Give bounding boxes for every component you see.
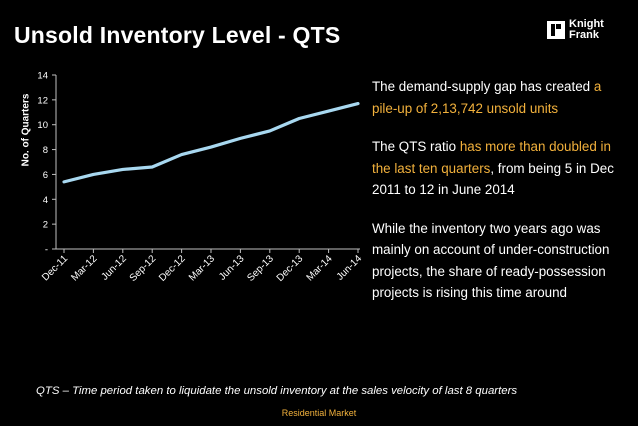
y-tick-label: - [45, 245, 48, 256]
commentary-paragraph-2: The QTS ratio has more than doubled in t… [372, 136, 622, 201]
logo-line-1: Knight [569, 18, 604, 30]
x-tick-label: Jun-13 [217, 253, 247, 283]
y-tick-label: 12 [37, 95, 48, 106]
logo-wordmark: Knight Frank [569, 19, 604, 41]
x-tick-label: Mar-14 [305, 253, 335, 283]
x-tick-label: Mar-13 [187, 253, 217, 283]
page-title: Unsold Inventory Level - QTS [14, 22, 341, 48]
x-tick-label: Mar-12 [69, 253, 99, 283]
brand-logo: Knight Frank [547, 19, 604, 41]
p2-text-c: , from being 5 in Dec 2011 to 12 in June… [372, 160, 614, 198]
chart-area: -2 4 6 8 10 12 14 Dec-11 Mar-12 Jun-12 Sep-12 Dec-1… [10, 62, 365, 302]
commentary-paragraph-1: The demand-supply gap has created a pile… [372, 76, 622, 119]
y-tick-label: 8 [43, 145, 48, 156]
footer-section-label: Residential Market [281, 408, 357, 418]
knight-frank-logo-icon [547, 21, 565, 39]
x-tick-label: Dec-11 [40, 253, 70, 283]
x-tick-label: Sep-12 [128, 253, 159, 284]
y-tick-label: 10 [37, 120, 48, 131]
qts-series-line [62, 101, 360, 184]
p2-highlight: has more than doubled in the last ten qu… [372, 139, 611, 176]
x-tick-label: Dec-13 [275, 253, 306, 284]
qts-footnote: QTS – Time period taken to liquidate the… [36, 385, 518, 397]
x-tick-label: Sep-13 [245, 253, 276, 284]
logo-line-2: Frank [569, 29, 599, 41]
x-tick-label: Jun-14 [335, 253, 365, 283]
commentary-paragraph-3: While the inventory two years ago was ma… [372, 220, 610, 301]
p2-text-a: The QTS ratio [372, 139, 460, 154]
y-tick-label: 6 [43, 170, 48, 181]
commentary-panel: The demand-supply gap has created a pile… [372, 76, 622, 321]
y-tick-label: 4 [43, 195, 48, 206]
y-tick-label: 2 [43, 220, 48, 231]
x-tick-label: Jun-12 [100, 253, 130, 283]
y-tick-label: 14 [37, 71, 48, 82]
x-tick-label: Dec-12 [157, 253, 188, 284]
p1-text: The demand-supply gap has created [372, 79, 594, 94]
p1-highlight: a pile-up of 2,13,742 unsold units [372, 79, 602, 116]
